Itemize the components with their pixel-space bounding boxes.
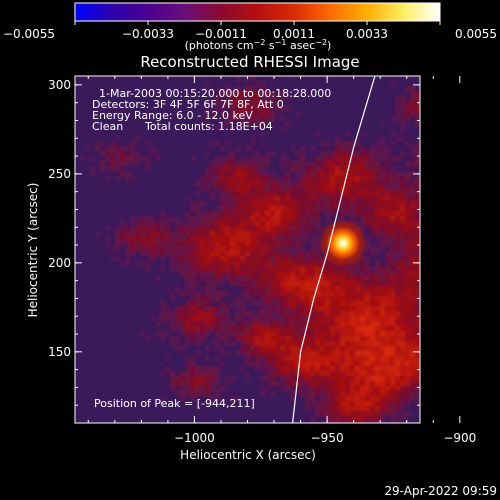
colorbar-ticks: −0.0055 −0.0033 −0.0011 0.0011 0.0033 0.0055: [3, 21, 497, 41]
colorbar-tick-label: −0.0011: [195, 27, 247, 41]
colorbar: −0.0055 −0.0033 −0.0011 0.0011 0.0033 0.0055 …: [3, 2, 497, 52]
x-axis-ticks: −1000 −950 −900: [87, 76, 476, 445]
annotation-peak-position: Position of Peak = [-944,211]: [94, 397, 255, 410]
date-stamp: 29-Apr-2022 09:59: [384, 484, 497, 498]
colorbar-strip: [74, 2, 441, 22]
x-axis-label: Heliocentric X (arcsec): [180, 448, 316, 462]
solar-limb-line: [292, 76, 376, 423]
colorbar-tick-label: 0.0055: [455, 27, 497, 41]
y-tick-label: 150: [48, 345, 71, 359]
colorbar-tick-label: −0.0055: [3, 27, 55, 41]
y-tick-label: 200: [48, 256, 71, 270]
x-tick-label: −1000: [174, 431, 215, 445]
peak-source: [321, 221, 366, 266]
annotation-clean: Clean: [92, 120, 123, 133]
x-tick-label: −900: [443, 431, 476, 445]
heatmap-cells: [80, 76, 420, 423]
annotation-energy-range: Energy Range: 6.0 - 12.0 keV: [92, 109, 253, 122]
annotation-time-range: 1-Mar-2003 00:15:20.000 to 00:18:28.000: [99, 87, 331, 100]
y-axis-label: Heliocentric Y (arcsec): [26, 183, 40, 318]
annotation-total-counts: Total counts: 1.18E+04: [144, 120, 273, 133]
x-tick-label: −950: [311, 431, 344, 445]
annotations: 1-Mar-2003 00:15:20.000 to 00:18:28.000 …: [92, 87, 331, 410]
colorbar-unit-label: (photons cm−2 s−1 asec−2): [185, 38, 332, 52]
colorbar-tick-label: −0.0033: [122, 27, 174, 41]
y-tick-label: 300: [48, 78, 71, 92]
annotation-detectors: Detectors: 3F 4F 5F 6F 7F 8F, Att 0: [92, 98, 284, 111]
y-axis-ticks: 150 200 250 300: [48, 78, 420, 406]
colorbar-tick-label: 0.0033: [346, 27, 388, 41]
chart-title: Reconstructed RHESSI Image: [140, 53, 359, 71]
heatmap-image: [75, 76, 420, 423]
y-tick-label: 250: [48, 167, 71, 181]
colorbar-tick-label: 0.0011: [273, 27, 315, 41]
